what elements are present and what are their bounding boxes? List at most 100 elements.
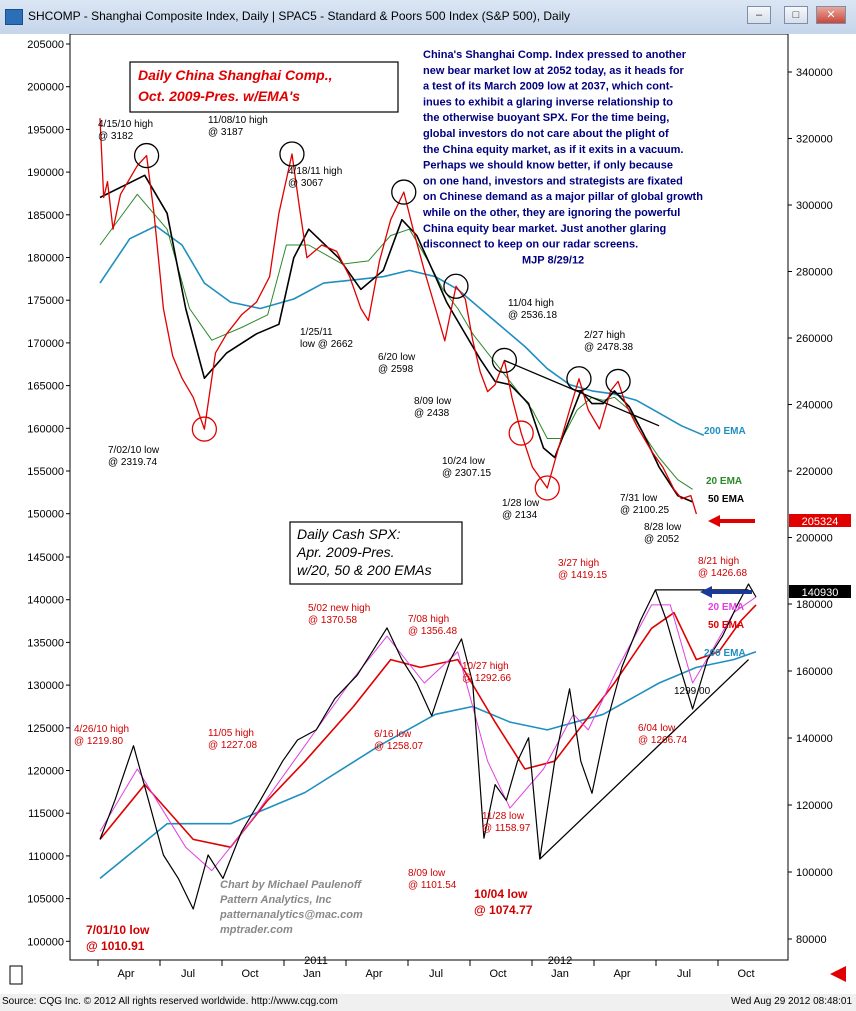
left-axis-tick-label: 130000 — [27, 680, 64, 692]
x-axis-tick-label: Oct — [737, 968, 754, 980]
left-axis-tick-label: 125000 — [27, 723, 64, 735]
spx-title-line: w/20, 50 & 200 EMAs — [297, 562, 432, 578]
pivot-circle — [443, 273, 469, 299]
spx-annotation: 7/01/10 low — [86, 923, 150, 937]
spx-annotation: 4/26/10 high — [74, 724, 129, 735]
shanghai-annotation: @ 2598 — [378, 364, 414, 375]
right-axis-tick-label: 80000 — [796, 934, 827, 946]
spx-legend-20-ema: 20 EMA — [708, 602, 744, 613]
left-axis-tick-label: 120000 — [27, 766, 64, 778]
spx-annotation: @ 1370.58 — [308, 615, 358, 626]
spx-title-box — [289, 521, 463, 585]
chart-credit-line: Pattern Analytics, Inc — [220, 894, 331, 906]
commentary-line: Perhaps we should know better, if only b… — [423, 160, 673, 172]
spx-annotation: @ 1292.66 — [462, 673, 512, 684]
spx-annotation: @ 1219.80 — [74, 736, 124, 747]
legend-20-ema: 20 EMA — [706, 476, 742, 487]
shanghai-annotation: @ 2478.38 — [584, 342, 634, 353]
pivot-circle — [391, 179, 417, 205]
shanghai-annotation: @ 2052 — [644, 534, 680, 545]
right-axis-tick-label: 220000 — [796, 466, 833, 478]
timestamp: Wed Aug 29 2012 08:48:01 — [730, 996, 852, 1007]
right-axis-tick-label: 140000 — [796, 733, 833, 745]
x-axis-tick-label: Jan — [303, 968, 321, 980]
chart-credit-line: Chart by Michael Paulenoff — [220, 879, 362, 891]
left-axis-tick-label: 155000 — [27, 466, 64, 478]
spx-annotation: 6/16 low — [374, 729, 412, 740]
spx-annotation: @ 1227.08 — [208, 740, 258, 751]
shanghai-annotation: 6/20 low — [378, 352, 416, 363]
shanghai-annotation: 11/08/10 high — [208, 115, 268, 126]
left-axis-tick-label: 115000 — [28, 808, 64, 820]
shanghai-annotation: @ 3187 — [208, 127, 244, 138]
year-label: 2011 — [304, 955, 328, 967]
left-axis-tick-label: 185000 — [27, 210, 64, 222]
shanghai-annotation: @ 2536.18 — [508, 310, 558, 321]
pivot-circle — [508, 420, 534, 446]
x-axis-tick-label: Jan — [551, 968, 569, 980]
shanghai-title-line: Oct. 2009-Pres. w/EMA's — [138, 88, 300, 104]
spx-annotation: 11/05 high — [208, 728, 254, 739]
spx-annotation: 8/09 low — [408, 868, 446, 879]
left-axis-tick-label: 165000 — [27, 381, 64, 393]
commentary-line: a test of its March 2009 low at 2037, wh… — [423, 81, 673, 93]
pivot-circle — [279, 141, 305, 167]
shanghai-annotation: 4/15/10 high — [98, 119, 153, 130]
commentary-line: inues to exhibit a glaring inverse relat… — [423, 96, 673, 108]
shanghai-annotation: @ 2319.74 — [108, 457, 158, 468]
shanghai-current-value: 205324 — [802, 516, 839, 528]
spx-annotation: @ 1266.74 — [638, 735, 688, 746]
spx-annotation: 8/21 high — [698, 556, 739, 567]
shanghai-annotation: @ 2307.15 — [442, 468, 492, 479]
right-axis-tick-label: 100000 — [796, 867, 833, 879]
spx-current-value-box — [789, 585, 851, 598]
right-axis-tick-label: 160000 — [796, 666, 833, 678]
chart-canvas: 205000 200000 195000 190000 185000 180000 1750… — [0, 34, 856, 994]
right-axis-tick-label: 340000 — [796, 67, 833, 79]
spx-annotation: @ 1101.54 — [408, 880, 457, 891]
year-label: 2012 — [548, 955, 572, 967]
commentary-line: MJP 8/29/12 — [522, 254, 584, 266]
spx-annotation: @ 1356.48 — [408, 626, 458, 637]
spx-title-line: Daily Cash SPX: — [297, 526, 401, 542]
spx-price-line — [99, 583, 757, 910]
left-axis-tick-label: 150000 — [27, 509, 64, 521]
right-axis-tick-label: 240000 — [796, 400, 833, 412]
shanghai-title-line: Daily China Shanghai Comp., — [138, 67, 332, 83]
shanghai-annotation: 8/09 low — [414, 396, 452, 407]
spx-annotation: 10/27 high — [462, 661, 509, 672]
left-axis-tick-label: 140000 — [27, 595, 64, 607]
minimize-button[interactable]: – — [747, 6, 771, 24]
commentary-line: China equity bear market. Just another g… — [423, 223, 666, 235]
commentary-line: while on the other, they are ignoring th… — [422, 207, 680, 219]
x-axis-tick-label: Apr — [365, 968, 382, 980]
commentary-line: on Chinese demand as a major pillar of g… — [423, 191, 703, 203]
x-axis-tick-label: Jul — [429, 968, 443, 980]
right-axis-tick-label: 300000 — [796, 200, 833, 212]
close-button[interactable]: ✕ — [816, 6, 846, 24]
right-axis-tick-label: 260000 — [796, 333, 833, 345]
right-axis-tick-label: 180000 — [796, 599, 833, 611]
left-axis-tick-label: 175000 — [27, 295, 64, 307]
spx-annotation: 6/04 low — [638, 723, 676, 734]
maximize-button[interactable]: □ — [784, 6, 808, 24]
spx-annotation: 10/04 low — [474, 887, 528, 901]
shanghai-annotation: 4/18/11 high — [288, 166, 342, 177]
spx-annotation: 11/28 low — [482, 811, 525, 822]
commentary-line: the otherwise buoyant SPX. For the time … — [423, 112, 669, 124]
right-axis-tick-label: 200000 — [796, 533, 833, 545]
source-credit: Source: CQG Inc. © 2012 All rights reser… — [2, 996, 338, 1007]
chart-credit-line: mptrader.com — [220, 924, 293, 936]
spx-annotation: @ 1010.91 — [86, 939, 145, 953]
shanghai-annotation: 1/28 low — [502, 498, 540, 509]
shanghai-annotation: 10/24 low — [442, 456, 486, 467]
left-axis-tick-label: 190000 — [27, 167, 64, 179]
shanghai-annotation: 2/27 high — [584, 330, 625, 341]
left-axis-tick-label: 205000 — [27, 39, 64, 51]
scroll-left-box — [9, 965, 23, 985]
spx-title-line: Apr. 2009-Pres. — [296, 544, 395, 560]
pivot-circle — [133, 142, 160, 169]
spx-ema20-line — [99, 596, 757, 872]
shanghai-title-box — [129, 61, 399, 113]
left-axis-tick-label: 135000 — [27, 637, 64, 649]
